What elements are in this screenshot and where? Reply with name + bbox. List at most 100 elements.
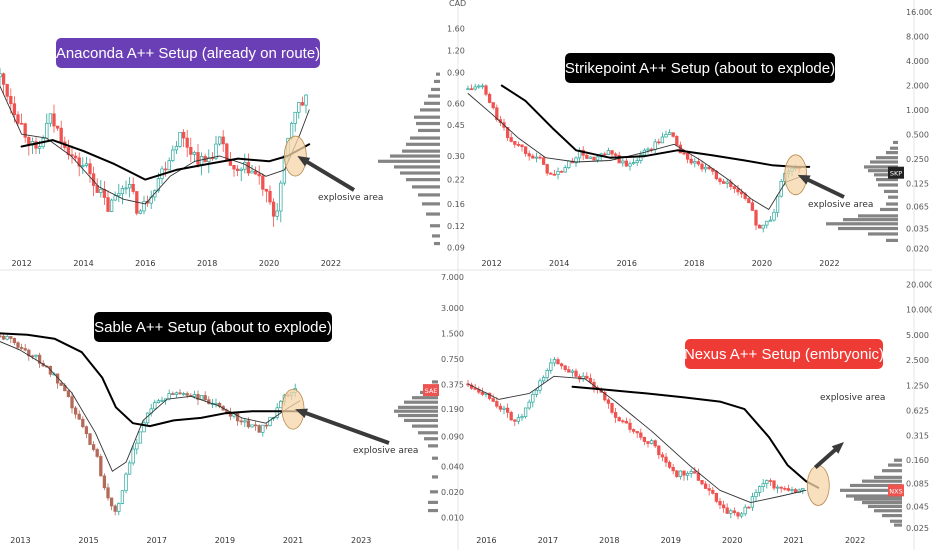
- candle-body: [721, 181, 726, 184]
- candle-body: [239, 420, 243, 423]
- candle-body: [675, 136, 679, 146]
- candle-body: [19, 347, 24, 349]
- x-tick-label: 2018: [599, 536, 619, 545]
- candle-body: [653, 440, 657, 447]
- candle-body: [5, 84, 9, 97]
- volume-profile-bar: [840, 488, 902, 492]
- candle-body: [502, 407, 506, 410]
- x-tick-label: 2021: [283, 536, 303, 545]
- candle-body: [718, 178, 722, 182]
- y-tick-label: 0.010: [441, 513, 464, 522]
- candle-body: [635, 160, 639, 163]
- candle-body: [293, 111, 297, 124]
- candle-body: [739, 513, 744, 517]
- volume-profile-bar: [890, 519, 902, 523]
- volume-profile-bar: [893, 140, 898, 145]
- candle-body: [520, 416, 524, 419]
- moving-average-short: [467, 93, 807, 210]
- candle-body: [124, 473, 128, 492]
- y-tick-label: 1.250: [906, 381, 929, 390]
- volume-profile-bar: [432, 380, 438, 384]
- chart-title: Nexus A++ Setup (embryonic): [684, 346, 884, 363]
- x-tick-label: 2020: [752, 259, 772, 268]
- volume-profile-bar: [406, 142, 440, 146]
- candle-body: [99, 189, 103, 193]
- candle-body: [178, 131, 182, 147]
- candle-body: [185, 393, 189, 396]
- candle-body: [613, 153, 618, 156]
- candle-body: [142, 200, 146, 212]
- candle-body: [300, 102, 305, 106]
- candle-body: [786, 488, 791, 491]
- volume-profile: [394, 380, 438, 513]
- candle-body: [484, 85, 488, 95]
- x-tick-label: 2013: [10, 536, 30, 545]
- candle-body: [174, 392, 179, 395]
- candle-body: [0, 335, 2, 338]
- candle-body: [513, 419, 517, 422]
- y-tick-label: 0.040: [441, 462, 464, 471]
- candle-body: [754, 492, 758, 498]
- candle-body: [235, 168, 240, 171]
- candle-body: [156, 178, 161, 192]
- candle-body: [214, 143, 218, 159]
- x-tick-label: 2018: [684, 259, 704, 268]
- x-tick-label: 2020: [259, 259, 279, 268]
- candle-body: [127, 462, 132, 475]
- moving-average-short: [467, 375, 807, 504]
- volume-profile-bar: [398, 405, 438, 409]
- candle-body: [527, 401, 531, 409]
- candle-body: [466, 88, 470, 91]
- x-tick-label: 2018: [197, 259, 217, 268]
- candle-body: [761, 224, 765, 229]
- candle-body: [1, 73, 6, 85]
- volume-profile-bar: [420, 108, 440, 112]
- volume-profile-bar: [418, 431, 438, 435]
- candle-body: [487, 93, 492, 103]
- candle-body: [203, 395, 207, 401]
- candle-body: [257, 425, 261, 433]
- y-tick-label: 8.000: [906, 33, 929, 42]
- candle-body: [163, 168, 168, 171]
- candle-body: [9, 96, 13, 105]
- candle-body: [671, 132, 675, 137]
- candle-body: [304, 94, 308, 106]
- candle-body: [171, 393, 175, 395]
- candle-body: [538, 156, 542, 159]
- candles: [466, 83, 801, 233]
- candle-body: [473, 86, 477, 90]
- candle-body: [682, 152, 686, 155]
- candle-body: [585, 154, 589, 159]
- volume-profile-bar: [886, 151, 898, 155]
- volume-profile-bar: [431, 87, 440, 92]
- candle-body: [646, 148, 650, 151]
- candle-body: [513, 141, 517, 145]
- chart-title-box: [685, 339, 883, 369]
- candle-body: [624, 160, 629, 167]
- volume-profile-bar: [826, 222, 898, 226]
- candle-body: [757, 224, 762, 229]
- candle-body: [124, 187, 128, 190]
- candle-body: [192, 394, 197, 397]
- candle-body: [707, 488, 711, 491]
- candle-body: [765, 480, 769, 485]
- y-tick-label: 10.000: [906, 306, 932, 315]
- y-tick-label: 0.190: [441, 405, 464, 414]
- volume-profile-bar: [838, 226, 898, 231]
- volume-profile-bar: [862, 479, 902, 483]
- volume-profile-bar: [868, 232, 898, 236]
- candle-body: [102, 475, 107, 489]
- candle-body: [624, 420, 629, 424]
- candle-body: [635, 431, 639, 434]
- candle-body: [246, 420, 251, 428]
- candle-body: [167, 160, 171, 171]
- candle-body: [95, 449, 99, 457]
- chart-title: Sable A++ Setup (about to explode): [94, 319, 332, 336]
- candle-body: [574, 157, 578, 164]
- candle-body: [99, 456, 103, 477]
- volume-profile-bar: [886, 202, 898, 206]
- volume-profile-bar: [874, 475, 902, 479]
- candle-body: [779, 486, 783, 489]
- volume-profile-bar: [862, 501, 902, 505]
